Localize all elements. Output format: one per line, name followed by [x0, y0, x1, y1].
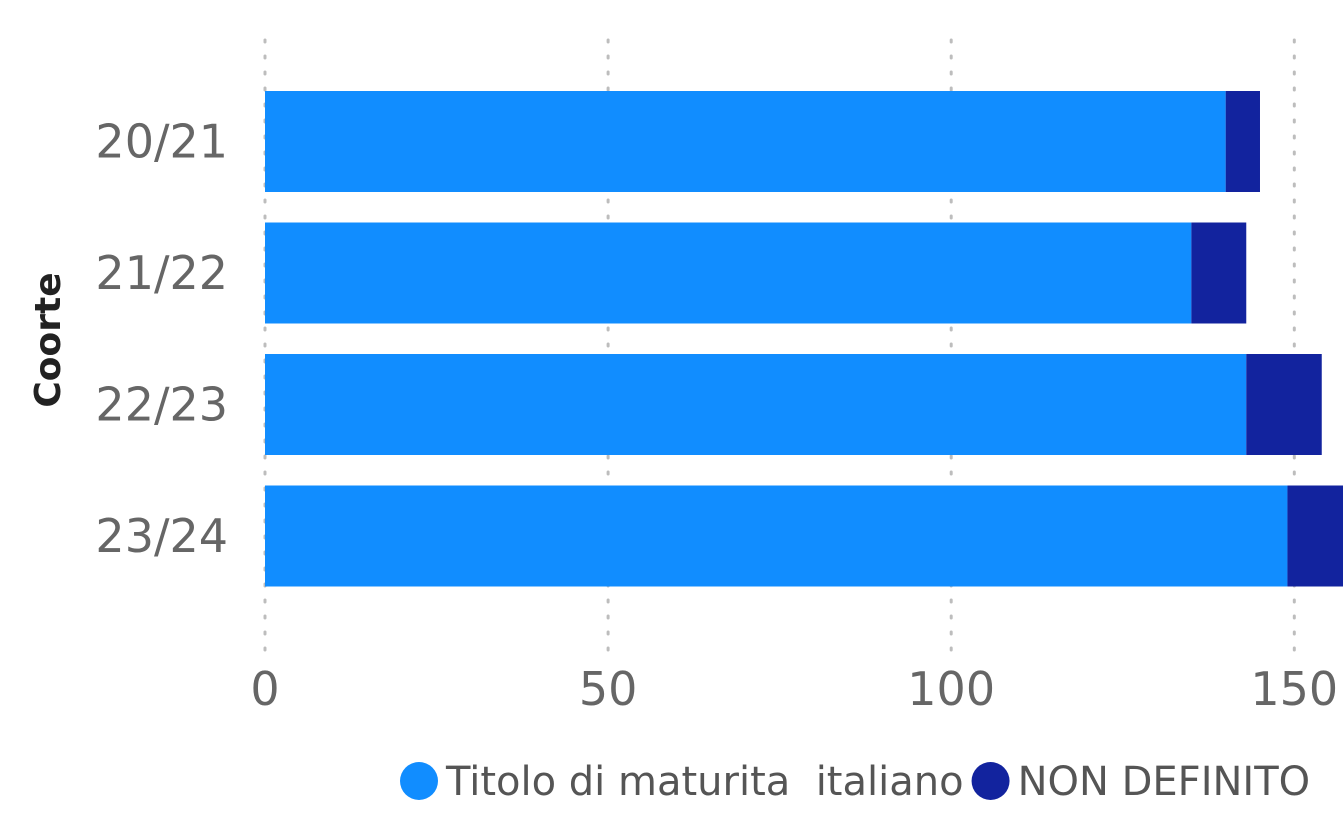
bar-segment-titolo[interactable] — [265, 354, 1247, 455]
bar-segment-non-definito[interactable] — [1287, 485, 1343, 587]
bar-segment-non-definito[interactable] — [1246, 354, 1322, 455]
bar-segment-non-definito[interactable] — [1191, 222, 1247, 324]
legend-item-titolo[interactable]: Titolo di maturita italiano — [400, 759, 964, 805]
legend-label: Titolo di maturita italiano — [445, 759, 964, 805]
legend[interactable]: Titolo di maturita italiano NON DEFINITO — [400, 759, 1310, 805]
x-tick-label: 0 — [250, 662, 279, 716]
category-label: 22/23 — [95, 378, 228, 432]
x-tick-label: 50 — [579, 662, 638, 716]
legend-item-non-definito[interactable]: NON DEFINITO — [971, 759, 1311, 805]
category-label: 23/24 — [95, 509, 228, 563]
value-axis: 0 50 100 150 — [250, 662, 1338, 716]
y-axis-title: Coorte — [28, 272, 69, 407]
category-label: 20/21 — [95, 115, 228, 169]
legend-swatch — [971, 762, 1010, 800]
x-tick-label: 150 — [1250, 662, 1338, 716]
x-tick-label: 100 — [907, 662, 995, 716]
legend-label: NON DEFINITO — [1018, 759, 1311, 805]
category-axis: 20/21 21/22 22/23 23/24 — [95, 115, 228, 564]
category-label: 21/22 — [95, 246, 228, 300]
bar-segment-titolo[interactable] — [265, 485, 1288, 587]
legend-swatch — [400, 762, 438, 800]
bar-segment-titolo[interactable] — [265, 91, 1226, 192]
grid-layer — [263, 38, 1296, 652]
bar-layer — [265, 91, 1343, 587]
bar-segment-titolo[interactable] — [265, 222, 1192, 324]
bar-segment-non-definito[interactable] — [1225, 91, 1260, 192]
